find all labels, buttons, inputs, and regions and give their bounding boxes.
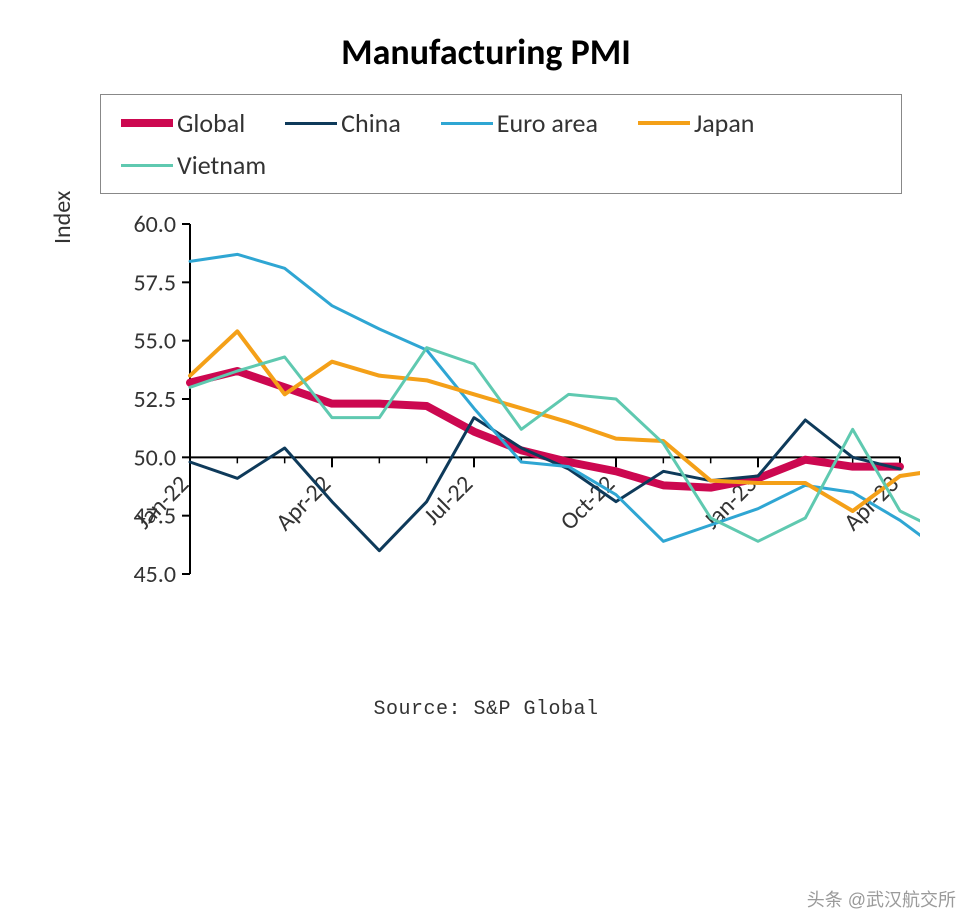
legend-item-euro-area: Euro area: [441, 107, 598, 139]
svg-text:Oct-22: Oct-22: [554, 470, 620, 536]
series-line-japan: [190, 331, 920, 511]
legend-label: Vietnam: [177, 149, 266, 181]
legend: Global China Euro area Japan Vietnam: [100, 94, 902, 194]
legend-label: Global: [177, 107, 245, 139]
y-axis-title: Index: [48, 191, 77, 244]
svg-text:57.5: 57.5: [133, 268, 176, 297]
svg-text:45.0: 45.0: [133, 560, 176, 589]
legend-label: China: [341, 107, 401, 139]
legend-item-japan: Japan: [638, 107, 755, 139]
legend-swatch: [638, 121, 690, 125]
chart-container: Manufacturing PMI Global China Euro area Ja…: [0, 0, 972, 918]
legend-item-vietnam: Vietnam: [121, 149, 266, 181]
legend-item-china: China: [285, 107, 401, 139]
plot-area: Index 45.047.550.052.555.057.560.0Jan-22…: [100, 214, 902, 694]
legend-swatch: [121, 164, 173, 167]
svg-text:55.0: 55.0: [133, 327, 176, 356]
legend-item-global: Global: [121, 107, 245, 139]
line-chart-svg: 45.047.550.052.555.057.560.0Jan-22Apr-22…: [100, 214, 920, 694]
watermark-text: 头条 @武汉航交所: [807, 886, 956, 912]
source-text: Source: S&P Global: [30, 698, 942, 721]
svg-text:60.0: 60.0: [133, 214, 176, 239]
legend-swatch: [285, 122, 337, 125]
legend-swatch: [121, 119, 173, 127]
svg-text:52.5: 52.5: [133, 385, 176, 414]
svg-text:Apr-22: Apr-22: [270, 470, 337, 537]
legend-label: Japan: [694, 107, 755, 139]
svg-text:50.0: 50.0: [133, 443, 176, 472]
chart-title: Manufacturing PMI: [30, 30, 942, 74]
legend-label: Euro area: [497, 107, 598, 139]
legend-swatch: [441, 122, 493, 125]
